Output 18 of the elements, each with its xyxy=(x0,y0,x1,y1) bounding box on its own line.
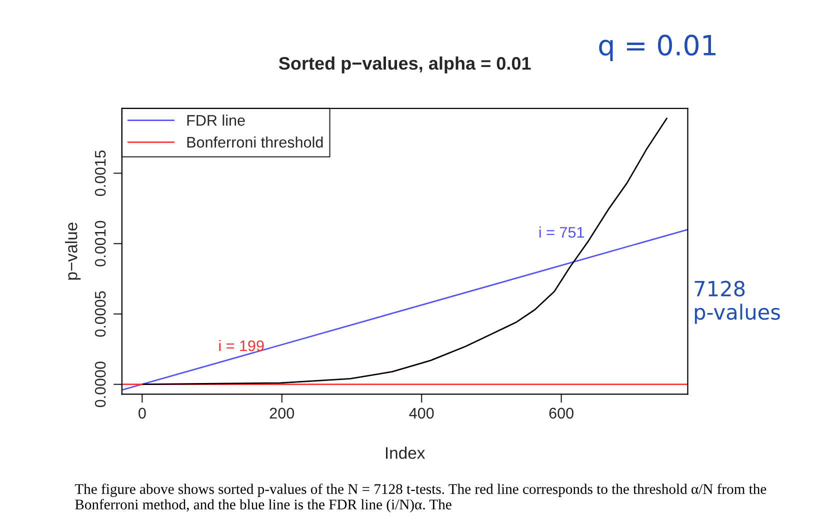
chart-title: Sorted p−values, alpha = 0.01 xyxy=(278,56,531,74)
y-tick-label: 0.0000 xyxy=(94,362,106,408)
annotation: i = 199 xyxy=(219,340,264,352)
annotation: i = 751 xyxy=(539,226,584,238)
x-tick-label: 0 xyxy=(138,408,146,419)
text: q = 0.01 xyxy=(599,34,716,62)
x-tick-label: 200 xyxy=(270,408,294,419)
x-axis-title: Index xyxy=(386,446,426,459)
y-tick-label: 0.0005 xyxy=(94,291,106,337)
x-tick-label: 400 xyxy=(409,408,434,419)
legend-label: FDR line xyxy=(187,114,245,126)
y-tick-label: 0.0015 xyxy=(94,150,106,196)
text: 7128 p-values xyxy=(694,280,780,324)
y-axis-title: p−value xyxy=(65,222,81,280)
legend-label: Bonferroni threshold xyxy=(187,136,323,148)
y-tick-label: 0.0010 xyxy=(94,220,106,266)
x-tick-label: 600 xyxy=(549,408,574,419)
text: The figure above shows sorted p-values of the N = 7128 t-tests. The red line corresponds to the threshold α/N from the Bonferroni method, and the blue line is the FDR line (i/N)α. The xyxy=(74,484,766,512)
